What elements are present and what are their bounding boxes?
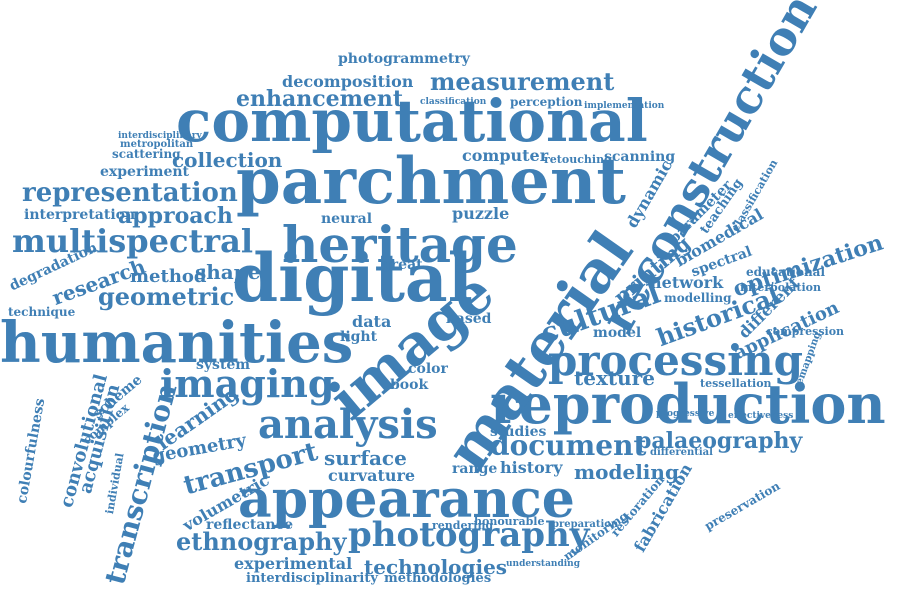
word: system xyxy=(196,357,251,373)
word: progressive xyxy=(656,409,715,419)
word: metropolitan xyxy=(120,139,194,150)
word: puzzle xyxy=(452,204,510,223)
word: geometric xyxy=(98,282,235,311)
word: photogrammetry xyxy=(338,51,470,67)
word: parchment xyxy=(236,144,626,219)
word: decomposition xyxy=(282,72,414,91)
word: shape xyxy=(195,260,261,284)
word: interpretation xyxy=(24,207,136,223)
word: scanning xyxy=(604,149,676,165)
word: perception xyxy=(510,95,583,109)
word: technologies xyxy=(364,555,508,579)
word: understanding xyxy=(506,559,580,569)
word: range xyxy=(452,461,498,477)
word: studies xyxy=(490,424,547,440)
word: interdisciplinarity xyxy=(246,571,378,586)
word: light xyxy=(340,329,378,345)
word: approach xyxy=(118,203,233,229)
word: humanities xyxy=(0,310,354,376)
word: modeling xyxy=(574,460,679,484)
word: experiment xyxy=(100,164,190,180)
word: implementation xyxy=(584,101,665,111)
word: digital xyxy=(232,239,473,317)
word: surface xyxy=(324,446,407,470)
word: based xyxy=(446,311,492,327)
word: computer xyxy=(462,146,549,165)
word: imaging xyxy=(160,361,335,406)
word: curvature xyxy=(328,466,416,485)
word: model xyxy=(593,325,642,341)
word: ethnography xyxy=(176,527,347,556)
word: book xyxy=(390,377,429,393)
word: classification xyxy=(420,97,487,107)
word: network xyxy=(650,273,724,292)
word: document xyxy=(490,429,647,462)
word: retouching xyxy=(544,153,612,166)
word: neural xyxy=(321,211,373,227)
word: interdisciplinary xyxy=(118,131,202,141)
word: heritage xyxy=(282,215,518,274)
word: enhancement xyxy=(236,86,404,112)
word: palaeography xyxy=(636,428,803,454)
word: analysis xyxy=(258,401,438,448)
word: color xyxy=(408,361,448,377)
word: compression xyxy=(766,325,845,338)
word: method xyxy=(130,266,207,287)
word: educational xyxy=(746,265,825,279)
word: history xyxy=(500,458,563,477)
word: experimental xyxy=(234,554,353,573)
word: interpolation xyxy=(740,281,821,294)
word: multispectral xyxy=(12,222,253,260)
word: reflectance xyxy=(206,517,294,533)
word: great xyxy=(381,257,423,273)
word: methodologies xyxy=(384,571,492,586)
word: reproduction xyxy=(490,372,886,436)
word: photography xyxy=(348,515,590,555)
word: tessellation xyxy=(700,377,772,390)
word: differential xyxy=(650,447,713,458)
word: collection xyxy=(172,148,283,172)
word: computational xyxy=(176,87,648,155)
word: representation xyxy=(22,178,238,208)
word: technique xyxy=(8,305,76,319)
word: colourfulness xyxy=(14,397,49,505)
word: data xyxy=(352,312,392,331)
word: appearance xyxy=(238,469,575,530)
word: preservation xyxy=(702,478,783,534)
word: scattering xyxy=(112,147,181,161)
word: texture xyxy=(574,366,655,390)
word: preparation xyxy=(552,519,619,530)
word: processing xyxy=(548,336,803,385)
word: measurement xyxy=(430,67,615,96)
word: modelling xyxy=(664,291,732,305)
word: effectiveness xyxy=(728,411,794,421)
word: rendering xyxy=(432,519,494,532)
word: honourable xyxy=(474,515,545,528)
